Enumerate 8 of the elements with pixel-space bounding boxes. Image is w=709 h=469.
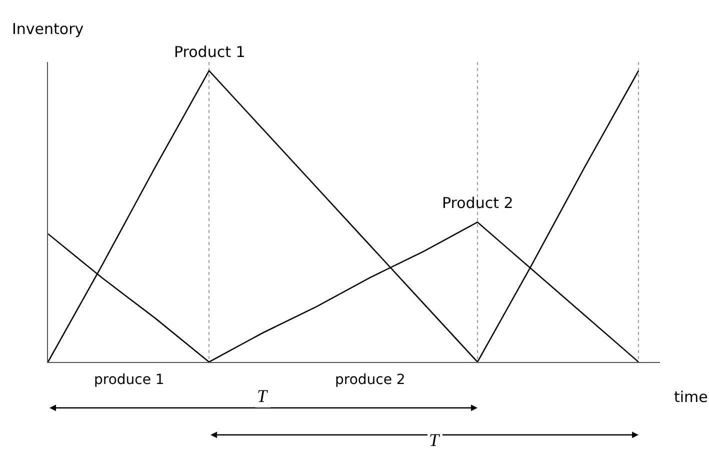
series-label: Product 1 <box>174 43 246 61</box>
y-axis-title: Inventory <box>12 20 84 38</box>
series-label: Product 2 <box>442 194 514 212</box>
text: T <box>257 386 269 406</box>
text: produce 1 <box>94 372 164 388</box>
text: produce 2 <box>335 372 406 388</box>
text: T <box>429 430 441 450</box>
x-axis-title: time <box>674 388 708 406</box>
